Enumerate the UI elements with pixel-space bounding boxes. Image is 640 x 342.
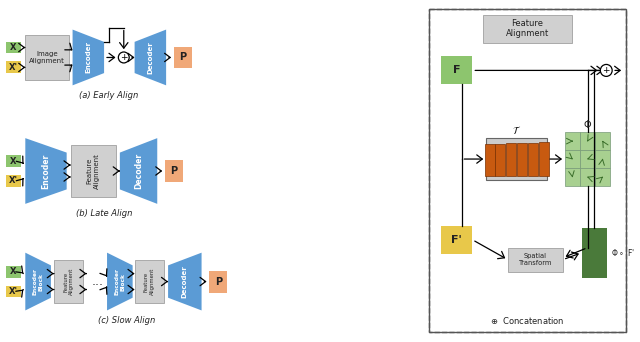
Bar: [429, 9, 626, 332]
Text: X: X: [10, 157, 17, 166]
Polygon shape: [72, 29, 104, 86]
Text: $\oplus$  Concatenation: $\oplus$ Concatenation: [490, 315, 564, 326]
Text: Spatial
Transform: Spatial Transform: [518, 253, 552, 266]
Bar: [595, 132, 610, 150]
Bar: [6, 62, 21, 74]
Text: Feature
Alignment: Feature Alignment: [144, 268, 155, 295]
Text: Feature
Alignment: Feature Alignment: [87, 153, 100, 189]
Polygon shape: [26, 138, 67, 204]
Bar: [517, 143, 527, 176]
Bar: [209, 271, 227, 292]
Text: Encoder
Block: Encoder Block: [115, 268, 125, 295]
Text: ...: ...: [91, 275, 103, 288]
Text: +: +: [602, 66, 610, 75]
Text: Decoder: Decoder: [134, 153, 143, 189]
Bar: [134, 260, 164, 303]
Bar: [486, 138, 547, 180]
Bar: [6, 155, 21, 167]
Bar: [429, 9, 626, 332]
Text: Image
Alignment: Image Alignment: [29, 51, 65, 64]
Text: P: P: [170, 166, 177, 176]
Bar: [70, 145, 116, 197]
Text: $\Phi$: $\Phi$: [583, 118, 592, 130]
Bar: [6, 266, 21, 278]
Circle shape: [600, 64, 612, 76]
Text: Encoder: Encoder: [42, 153, 51, 189]
Bar: [54, 260, 83, 303]
Text: P: P: [215, 277, 222, 287]
Bar: [165, 160, 183, 182]
Text: Decoder: Decoder: [182, 265, 188, 298]
Bar: [580, 132, 595, 150]
Text: +: +: [120, 53, 127, 62]
Bar: [580, 168, 595, 186]
Text: F': F': [451, 235, 462, 245]
Polygon shape: [168, 253, 202, 311]
Bar: [484, 144, 495, 176]
Text: Feature
Alignment: Feature Alignment: [63, 268, 74, 295]
Text: X': X': [9, 63, 18, 72]
Bar: [483, 15, 572, 42]
Bar: [441, 56, 472, 84]
Bar: [580, 150, 595, 168]
Bar: [565, 168, 580, 186]
Bar: [26, 35, 68, 80]
Text: X': X': [9, 176, 18, 185]
Text: $\mathcal{T}$: $\mathcal{T}$: [512, 124, 521, 136]
Text: Decoder: Decoder: [147, 41, 154, 74]
Bar: [441, 226, 472, 254]
Bar: [6, 175, 21, 187]
Text: X: X: [10, 267, 17, 276]
Text: $\Phi \circ$ F': $\Phi \circ$ F': [611, 247, 635, 258]
Bar: [565, 150, 580, 168]
Text: X': X': [9, 287, 18, 296]
Text: (b) Late Align: (b) Late Align: [76, 209, 132, 218]
Bar: [506, 143, 516, 176]
Text: Feature
Alignment: Feature Alignment: [506, 19, 549, 38]
Polygon shape: [120, 138, 157, 204]
Text: P: P: [179, 52, 186, 63]
Bar: [174, 47, 192, 68]
Bar: [565, 132, 580, 150]
Text: Encoder
Block: Encoder Block: [33, 268, 44, 295]
Bar: [495, 144, 506, 176]
Polygon shape: [134, 29, 166, 86]
Text: Encoder: Encoder: [85, 41, 92, 74]
Text: (c) Slow Align: (c) Slow Align: [98, 316, 155, 325]
Text: (a) Early Align: (a) Early Align: [79, 91, 138, 100]
Bar: [595, 150, 610, 168]
Circle shape: [118, 52, 129, 63]
Bar: [595, 168, 610, 186]
Bar: [528, 143, 538, 176]
Polygon shape: [26, 253, 51, 311]
Polygon shape: [107, 253, 132, 311]
Bar: [582, 228, 607, 278]
Text: X: X: [10, 43, 17, 52]
Bar: [6, 41, 21, 53]
Bar: [508, 248, 563, 272]
Bar: [539, 142, 548, 176]
Bar: [6, 286, 21, 298]
Text: F: F: [453, 65, 460, 75]
